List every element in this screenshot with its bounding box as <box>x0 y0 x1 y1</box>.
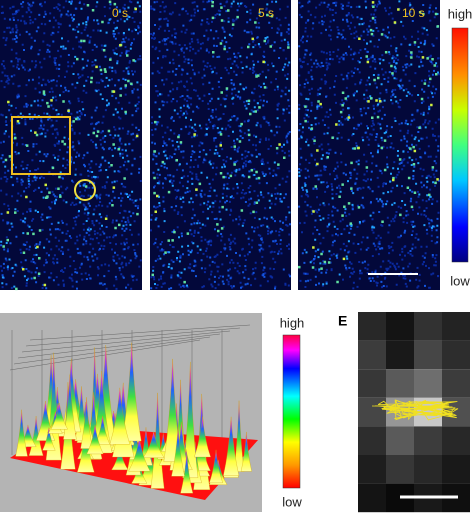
peak <box>121 342 142 442</box>
speckles <box>2 0 139 291</box>
box-line <box>17 333 221 359</box>
peak <box>180 452 194 494</box>
pixel <box>358 426 386 455</box>
time-label: 5 s <box>258 6 274 20</box>
peak <box>95 415 110 445</box>
box-line <box>29 324 251 341</box>
pixel <box>358 455 386 484</box>
box-line <box>9 339 201 371</box>
pixel <box>358 369 386 398</box>
pixel <box>386 312 414 341</box>
peak <box>15 409 28 457</box>
pixel <box>386 426 414 455</box>
pixel <box>442 426 470 455</box>
peak <box>240 431 252 472</box>
pixel <box>358 483 386 513</box>
speckles <box>298 1 440 290</box>
pixel <box>442 312 470 341</box>
pixel <box>414 369 442 398</box>
roi-circle <box>74 179 96 201</box>
surface-plot <box>9 324 258 500</box>
peak <box>171 426 185 477</box>
panel-label: E <box>338 313 347 329</box>
pixel <box>414 340 442 370</box>
peak <box>63 374 77 440</box>
colorbar <box>282 334 301 489</box>
speckles <box>150 0 291 290</box>
pixel <box>442 340 470 370</box>
peak <box>233 400 245 472</box>
box-line <box>21 330 231 353</box>
time-label: 0 s <box>112 6 128 20</box>
peak <box>142 431 165 458</box>
roi-box <box>11 116 71 175</box>
speckles <box>298 0 440 287</box>
pixel <box>386 340 414 370</box>
peak <box>194 416 211 458</box>
track <box>371 399 459 421</box>
colorbar-high: high <box>448 6 473 21</box>
colorbar <box>451 27 469 263</box>
colorbar-low: low <box>282 494 302 509</box>
trajectory <box>371 399 459 421</box>
pixel <box>386 455 414 484</box>
box-line <box>25 327 241 347</box>
peak <box>42 427 56 451</box>
peak <box>86 424 104 455</box>
colorbar-high: high <box>280 315 305 330</box>
microscopy-panels <box>0 0 440 291</box>
peak <box>223 416 240 476</box>
pixel <box>414 312 442 341</box>
colorbar-low: low <box>450 273 470 288</box>
pixel <box>414 426 442 455</box>
pixel <box>386 369 414 398</box>
speckles <box>298 0 439 286</box>
peak <box>209 449 223 483</box>
pixel <box>442 455 470 484</box>
box-line <box>13 336 211 365</box>
pixel <box>358 312 386 341</box>
pixel-grid <box>358 312 470 513</box>
peak <box>80 397 93 449</box>
pixel <box>414 455 442 484</box>
peak <box>109 387 130 445</box>
pixel <box>358 340 386 370</box>
time-label: 10 s <box>402 6 425 20</box>
peak <box>50 403 68 430</box>
pixel <box>442 369 470 398</box>
